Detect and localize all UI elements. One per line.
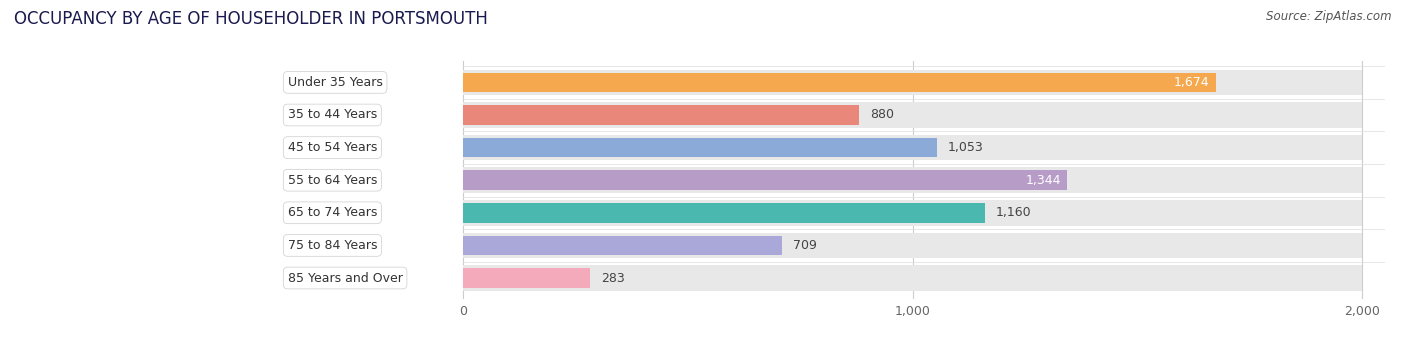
Bar bbox=[463, 168, 1362, 193]
Text: 45 to 54 Years: 45 to 54 Years bbox=[288, 141, 377, 154]
Text: 1,344: 1,344 bbox=[1025, 174, 1060, 187]
Text: 1,674: 1,674 bbox=[1174, 76, 1209, 89]
Bar bbox=[463, 138, 936, 157]
Bar bbox=[463, 203, 984, 223]
Bar bbox=[463, 170, 1067, 190]
Text: 75 to 84 Years: 75 to 84 Years bbox=[288, 239, 377, 252]
Text: 85 Years and Over: 85 Years and Over bbox=[288, 272, 402, 285]
Bar bbox=[463, 135, 1362, 160]
Text: OCCUPANCY BY AGE OF HOUSEHOLDER IN PORTSMOUTH: OCCUPANCY BY AGE OF HOUSEHOLDER IN PORTS… bbox=[14, 10, 488, 28]
Bar bbox=[463, 265, 1362, 291]
Text: 880: 880 bbox=[870, 108, 894, 121]
Bar bbox=[463, 102, 1362, 128]
Text: 55 to 64 Years: 55 to 64 Years bbox=[288, 174, 377, 187]
Text: 1,160: 1,160 bbox=[995, 206, 1032, 219]
Text: 283: 283 bbox=[602, 272, 626, 285]
Bar bbox=[463, 105, 859, 125]
Bar bbox=[463, 268, 591, 288]
Text: 1,053: 1,053 bbox=[948, 141, 984, 154]
Bar bbox=[463, 233, 1362, 258]
Text: 35 to 44 Years: 35 to 44 Years bbox=[288, 108, 377, 121]
Text: Source: ZipAtlas.com: Source: ZipAtlas.com bbox=[1267, 10, 1392, 23]
Bar bbox=[463, 70, 1362, 95]
Text: Under 35 Years: Under 35 Years bbox=[288, 76, 382, 89]
Bar bbox=[463, 200, 1362, 225]
Text: 709: 709 bbox=[793, 239, 817, 252]
Bar bbox=[463, 236, 782, 255]
Bar bbox=[463, 73, 1216, 92]
Text: 65 to 74 Years: 65 to 74 Years bbox=[288, 206, 377, 219]
